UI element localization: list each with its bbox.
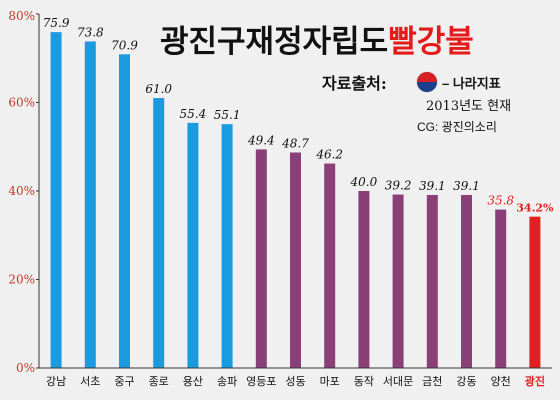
value-label: 46.2: [315, 148, 343, 162]
bar-2: [84, 41, 96, 369]
value-label: 48.7: [281, 137, 309, 151]
y-tick-label: 20%: [8, 273, 35, 287]
x-axis: 강남 서초 중구 종로 용산 송파 영등포 성동 마포 동작 서대문 금천 강동 양천 광진: [39, 367, 552, 388]
x-tick-label: 양천: [491, 374, 511, 388]
x-tick-label: 광진: [525, 374, 545, 388]
x-tick-label: 강남: [46, 375, 66, 388]
x-tick-label: 용산: [183, 375, 203, 388]
source-org: – 나라지표: [442, 76, 501, 91]
x-tick-label: 금천: [422, 374, 442, 388]
value-label: 34.2%: [516, 202, 554, 215]
y-axis: 0% 20% 40% 60% 80%: [8, 9, 40, 375]
value-label: 35.8: [487, 194, 514, 208]
bar-3: [119, 54, 130, 369]
x-tick-label: 종로: [149, 375, 169, 388]
x-tick-label: 영등포: [246, 375, 276, 388]
bar-12: [426, 194, 438, 368]
y-tick-label: 40%: [8, 184, 35, 198]
value-label: 73.8: [77, 25, 104, 39]
source-label: 자료출처:: [322, 74, 387, 93]
value-labels-group: 75.9 73.8 70.9 61.0 55.4 55.1 49.4 48.7 46.2 40.0…: [43, 16, 554, 215]
year-note: 2013년도 현재: [426, 99, 511, 114]
bar-14: [495, 209, 507, 368]
bar-13: [461, 194, 472, 368]
value-label: 40.0: [350, 175, 378, 189]
x-tick-label: 송파: [217, 375, 237, 388]
bar-6: [221, 124, 233, 369]
nara-logo-icon: [416, 71, 438, 93]
y-tick-label: 0%: [16, 361, 35, 375]
bar-5: [187, 122, 199, 368]
x-tick-label: 서초: [80, 375, 100, 388]
y-tick-label: 60%: [8, 96, 35, 110]
bar-8: [290, 152, 301, 368]
bar-4: [153, 98, 165, 368]
x-tick-label: 강동: [456, 375, 476, 388]
value-label: 55.4: [180, 107, 207, 121]
x-tick-label: 마포: [320, 375, 340, 388]
y-tick-label: 80%: [8, 9, 35, 23]
value-label: 70.9: [111, 38, 138, 52]
bar-11: [392, 194, 404, 368]
value-label: 39.1: [453, 179, 480, 193]
credit-text: CG: 광진의소리: [417, 120, 497, 134]
bars-group: [50, 32, 541, 369]
value-label: 39.1: [419, 179, 446, 193]
value-label: 75.9: [43, 16, 70, 30]
value-label: 61.0: [145, 82, 172, 96]
chart-title-main: 광진구재정자립도: [160, 24, 388, 60]
x-tick-label: 서대문: [383, 375, 413, 388]
bar-15: [529, 216, 541, 368]
bar-1: [50, 32, 62, 369]
bar-9: [324, 163, 336, 368]
x-tick-label: 성동: [285, 375, 305, 388]
value-label: 55.1: [214, 108, 241, 122]
value-label: 49.4: [247, 133, 275, 147]
x-tick-label: 중구: [114, 375, 134, 388]
x-tick-label: 동작: [354, 375, 374, 388]
value-label: 39.2: [385, 179, 412, 193]
bar-10: [358, 191, 370, 368]
bar-7: [255, 149, 267, 368]
chart-title-accent: 빨강불: [388, 24, 474, 60]
chart-title: 광진구재정자립도빨강불: [160, 24, 474, 60]
